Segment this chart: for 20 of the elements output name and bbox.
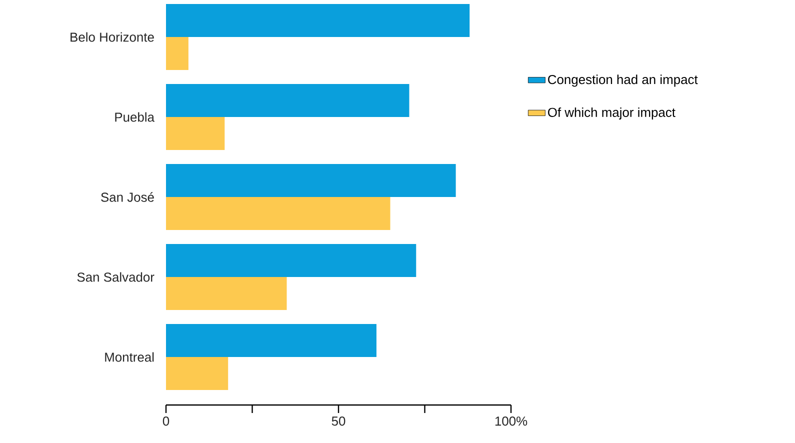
x-tick-label: 50 xyxy=(332,416,346,426)
bar xyxy=(166,84,410,118)
bar xyxy=(166,277,287,310)
bar xyxy=(166,357,228,390)
bar xyxy=(166,244,416,278)
bar xyxy=(166,37,188,70)
x-tick-label: 100% xyxy=(495,416,528,426)
y-tick-label: Belo Horizonte xyxy=(70,32,154,42)
y-tick-label: San José xyxy=(101,192,154,202)
y-tick-label: Montreal xyxy=(105,352,154,362)
bar xyxy=(166,197,390,230)
x-tick-label: 0 xyxy=(162,416,170,426)
bar xyxy=(166,4,470,38)
y-tick-label: San Salvador xyxy=(77,272,154,282)
bar xyxy=(166,324,376,358)
legend-label: Of which major impact xyxy=(548,107,676,120)
bar xyxy=(166,117,225,150)
bar xyxy=(166,164,456,198)
y-tick-label: Puebla xyxy=(115,112,154,122)
legend-label: Congestion had an impact xyxy=(548,74,698,87)
